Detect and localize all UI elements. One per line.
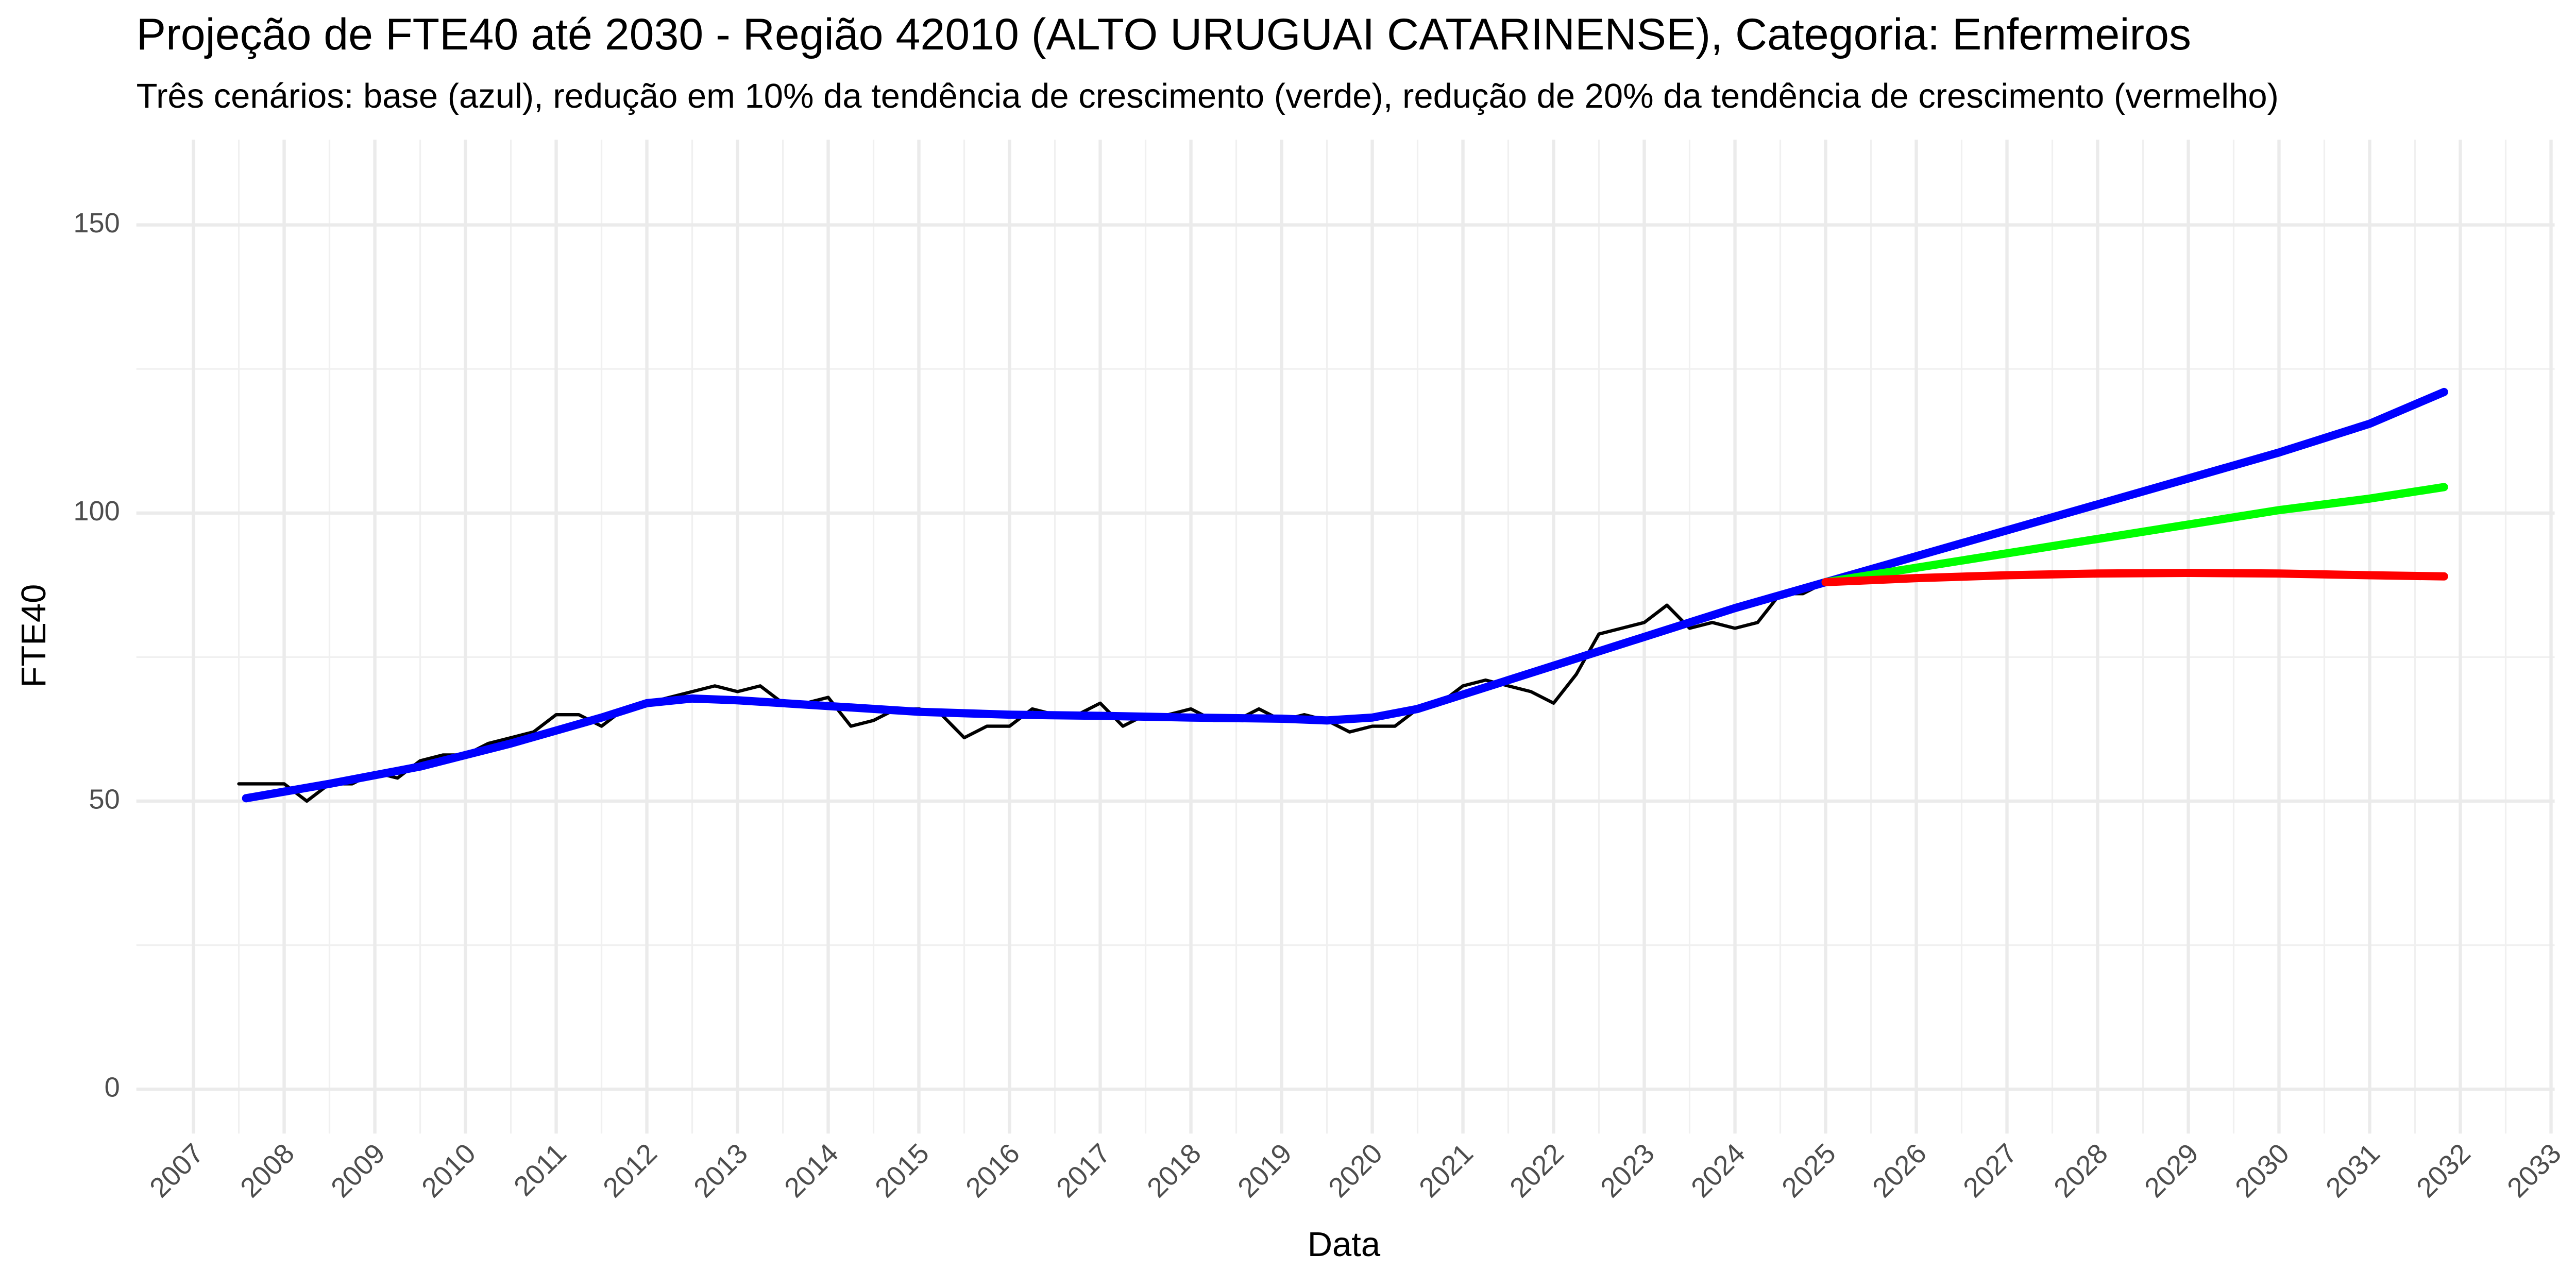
y-tick-label: 0 — [105, 1072, 120, 1103]
series-line — [1821, 569, 2448, 586]
y-axis-title: FTE40 — [14, 584, 53, 688]
y-tick-label: 100 — [73, 496, 120, 527]
y-tick-label: 150 — [73, 208, 120, 239]
series-line — [237, 580, 1827, 803]
series-line — [242, 387, 2448, 803]
y-tick-label: 50 — [89, 784, 120, 815]
series-line — [1821, 483, 2448, 586]
x-axis-title: Data — [1308, 1225, 1381, 1264]
chart-subtitle: Três cenários: base (azul), redução em 1… — [137, 77, 2279, 115]
chart-title: Projeção de FTE40 até 2030 - Região 4201… — [137, 10, 2191, 59]
grid — [136, 140, 2555, 1134]
